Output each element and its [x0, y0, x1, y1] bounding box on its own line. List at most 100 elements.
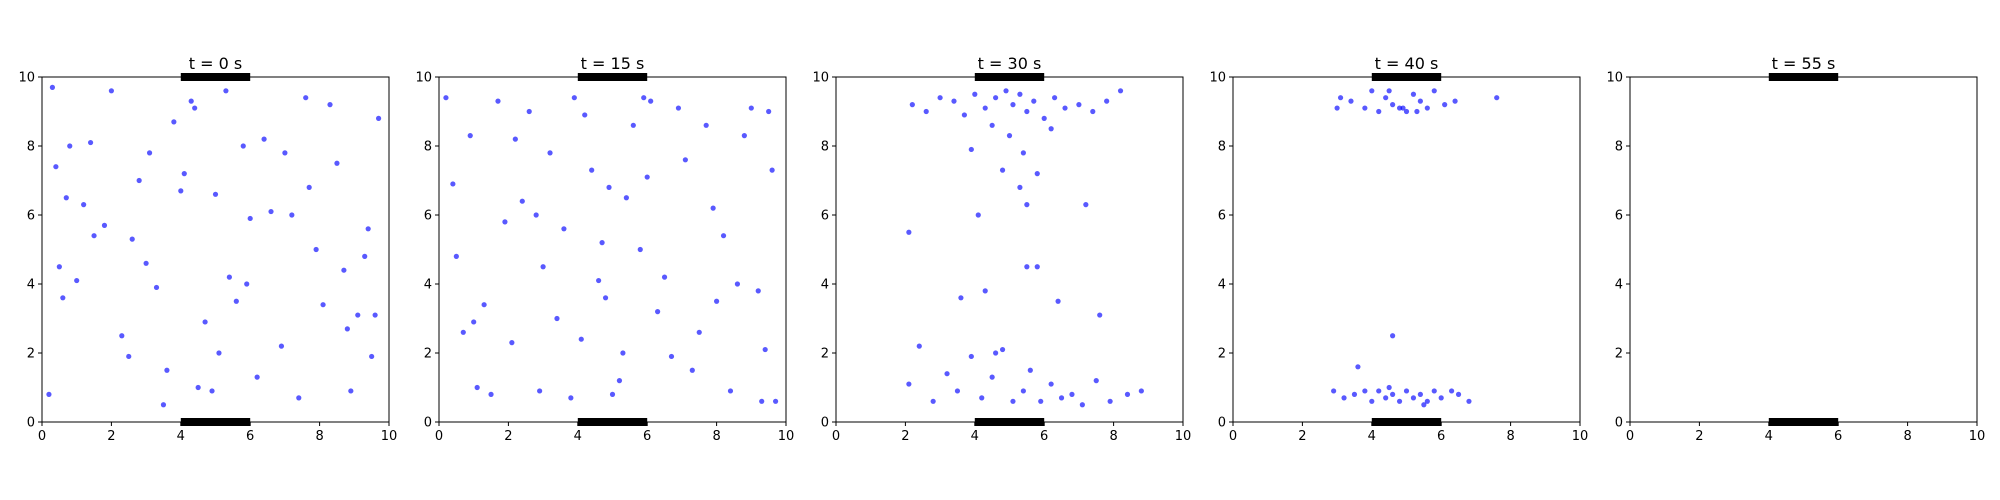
- x-tick-label: 10: [778, 429, 795, 444]
- point: [1383, 95, 1389, 101]
- x-tick-label: 6: [246, 429, 254, 444]
- point: [1449, 388, 1455, 394]
- point: [512, 136, 518, 142]
- point: [972, 91, 978, 97]
- point: [641, 95, 647, 101]
- point: [1424, 105, 1430, 111]
- point: [954, 388, 961, 394]
- point: [648, 98, 654, 104]
- point: [460, 329, 466, 335]
- x-tick-label: 0: [1626, 429, 1634, 444]
- point: [1403, 388, 1410, 394]
- point: [365, 226, 371, 232]
- point: [1104, 98, 1110, 104]
- point: [181, 171, 187, 177]
- point: [668, 353, 675, 360]
- x-tick-label: 8: [712, 429, 720, 444]
- point: [327, 102, 333, 108]
- point: [1341, 395, 1347, 401]
- point: [91, 233, 97, 239]
- point: [769, 167, 775, 173]
- y-tick-label: 10: [415, 71, 432, 86]
- point: [303, 95, 309, 101]
- point: [540, 264, 546, 270]
- point: [226, 274, 232, 280]
- y-tick-label: 6: [1218, 209, 1226, 224]
- point: [999, 167, 1006, 173]
- point: [1431, 88, 1437, 94]
- point: [344, 326, 350, 332]
- point: [223, 88, 229, 94]
- y-tick-label: 10: [1606, 71, 1623, 86]
- point: [1048, 126, 1054, 132]
- point: [1337, 95, 1344, 101]
- point: [1097, 312, 1103, 318]
- point: [766, 108, 772, 115]
- point: [233, 298, 239, 304]
- point: [1017, 184, 1023, 190]
- point: [136, 177, 142, 184]
- point: [1020, 388, 1026, 394]
- point: [630, 122, 636, 128]
- point: [561, 226, 567, 232]
- point: [1076, 102, 1082, 108]
- point: [993, 95, 999, 101]
- point: [772, 398, 779, 404]
- y-tick-label: 6: [424, 209, 432, 224]
- point: [1431, 388, 1437, 394]
- y-tick-label: 0: [1218, 416, 1226, 431]
- point: [1410, 91, 1417, 97]
- point: [495, 98, 501, 104]
- point: [968, 353, 974, 360]
- point: [1383, 395, 1389, 401]
- y-tick-label: 0: [821, 416, 829, 431]
- point: [171, 119, 177, 125]
- point: [1421, 402, 1427, 408]
- y-tick-label: 8: [1615, 140, 1623, 155]
- point: [53, 164, 59, 170]
- point: [1069, 391, 1075, 397]
- point: [1031, 98, 1037, 104]
- x-tick-label: 4: [1368, 429, 1376, 444]
- point: [320, 302, 326, 308]
- point: [1093, 378, 1099, 384]
- chart-title: t = 15 s: [581, 54, 645, 73]
- point: [1452, 98, 1458, 104]
- point: [596, 277, 602, 284]
- point: [1024, 202, 1030, 208]
- x-tick-label: 6: [643, 429, 651, 444]
- x-tick-label: 2: [1298, 429, 1306, 444]
- plot-frame: [1232, 76, 1581, 423]
- point: [502, 219, 508, 225]
- point: [1369, 88, 1375, 94]
- point: [481, 302, 487, 308]
- point: [578, 336, 584, 342]
- x-tick-label: 2: [1695, 429, 1703, 444]
- point: [74, 277, 80, 284]
- x-tick-label: 0: [435, 429, 443, 444]
- point: [1020, 150, 1026, 156]
- point: [1058, 395, 1065, 401]
- point: [254, 374, 260, 380]
- point: [1083, 202, 1089, 208]
- point: [916, 343, 922, 349]
- point: [1455, 391, 1462, 397]
- point: [1376, 108, 1382, 115]
- y-tick-label: 4: [1615, 278, 1623, 293]
- x-tick-label: 8: [1506, 429, 1514, 444]
- point: [748, 105, 754, 111]
- point: [126, 353, 132, 360]
- x-tick-label: 10: [1175, 429, 1192, 444]
- x-tick-label: 2: [901, 429, 909, 444]
- point: [975, 212, 981, 218]
- point: [979, 395, 985, 401]
- point: [710, 205, 716, 211]
- point: [961, 112, 967, 118]
- point: [1048, 381, 1054, 387]
- point: [119, 333, 125, 339]
- point: [675, 105, 682, 111]
- x-tick-label: 2: [504, 429, 512, 444]
- point: [1107, 398, 1113, 404]
- point: [372, 312, 378, 318]
- point: [375, 115, 382, 121]
